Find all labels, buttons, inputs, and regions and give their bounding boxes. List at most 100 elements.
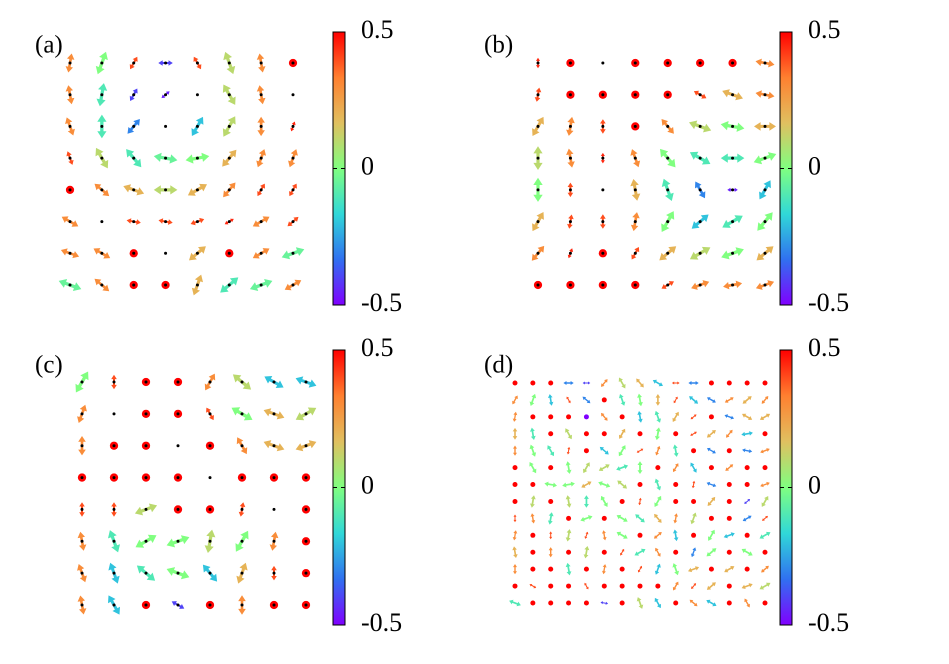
- empty-site: [601, 188, 605, 192]
- spin: [673, 600, 679, 606]
- spin: [529, 462, 537, 474]
- site-dot: [132, 61, 136, 65]
- site-dot: [291, 220, 295, 224]
- site-dot: [291, 156, 295, 160]
- site-dot: [208, 412, 212, 416]
- colorbar-tick-label: 0: [361, 470, 374, 499]
- site-dot: [291, 283, 295, 287]
- site-dot: [666, 220, 670, 224]
- spin: [726, 549, 732, 555]
- site-dot: [666, 188, 670, 192]
- empty-site: [164, 251, 168, 255]
- site-dot: [176, 539, 180, 543]
- site-dot: [227, 220, 231, 224]
- site-dot: [304, 412, 308, 416]
- spin: [548, 414, 554, 420]
- spin: [708, 414, 714, 420]
- site-dot: [195, 251, 199, 255]
- site-dot: [208, 603, 212, 607]
- spin: [616, 514, 628, 522]
- site-dot: [144, 476, 148, 480]
- spin: [565, 529, 572, 542]
- site-dot: [536, 93, 540, 97]
- site-dot: [144, 444, 148, 448]
- spin: [726, 380, 732, 386]
- spin: [742, 448, 753, 453]
- colorbar-tick-label: 0: [808, 151, 821, 180]
- spin: [726, 583, 732, 589]
- spin: [673, 482, 679, 488]
- spin: [583, 600, 589, 606]
- spin: [744, 499, 751, 504]
- spin: [619, 566, 625, 572]
- site-dot: [227, 93, 231, 97]
- site-dot: [80, 444, 84, 448]
- spin: [759, 582, 771, 590]
- spin: [726, 448, 732, 454]
- spin: [671, 381, 680, 385]
- site-dot: [144, 507, 148, 511]
- spin: [636, 448, 644, 453]
- site-dot: [259, 93, 263, 97]
- spin: [583, 414, 589, 420]
- site-dot: [195, 188, 199, 192]
- spin: [637, 565, 643, 573]
- spin: [744, 380, 750, 386]
- site-dot: [259, 220, 263, 224]
- spin: [708, 465, 714, 471]
- site-dot: [304, 476, 308, 480]
- spin: [742, 515, 752, 522]
- site-dot: [259, 251, 263, 255]
- spin: [584, 582, 589, 590]
- spin: [691, 583, 697, 589]
- spin: [724, 414, 735, 420]
- spin: [741, 548, 753, 556]
- site-dot: [208, 380, 212, 384]
- site-dot: [633, 61, 637, 65]
- site-dot: [144, 380, 148, 384]
- site-dot: [304, 444, 308, 448]
- site-dot: [272, 412, 276, 416]
- spin: [512, 583, 518, 589]
- site-dot: [195, 61, 199, 65]
- spin: [654, 513, 662, 523]
- spin: [726, 600, 732, 606]
- site-dot: [763, 188, 767, 192]
- site-dot: [68, 156, 72, 160]
- spin: [690, 512, 697, 525]
- site-dot: [68, 93, 72, 97]
- site-dot: [731, 251, 735, 255]
- spin: [654, 597, 661, 609]
- spin: [513, 514, 517, 523]
- site-dot: [568, 251, 572, 255]
- site-dot: [304, 571, 308, 575]
- site-dot: [164, 156, 168, 160]
- colorbar-tick-label: -0.5: [361, 608, 402, 637]
- site-dot: [132, 251, 136, 255]
- spin: [689, 396, 699, 404]
- site-dot: [132, 93, 136, 97]
- spin: [690, 414, 697, 420]
- spin: [548, 394, 554, 406]
- site-dot: [536, 124, 540, 128]
- spin: [530, 427, 536, 440]
- spin: [601, 397, 607, 403]
- spin: [584, 531, 589, 539]
- site-dot: [100, 156, 104, 160]
- site-dot: [227, 283, 231, 287]
- spin: [566, 583, 572, 589]
- spin: [637, 411, 643, 423]
- spin: [565, 562, 572, 576]
- site-dot: [291, 124, 295, 128]
- site-dot: [731, 124, 735, 128]
- spin: [547, 512, 554, 525]
- site-dot: [698, 124, 702, 128]
- site-dot: [208, 571, 212, 575]
- spin: [530, 380, 536, 386]
- site-dot: [633, 283, 637, 287]
- spin: [673, 498, 679, 504]
- site-dot: [763, 251, 767, 255]
- site-dot: [80, 412, 84, 416]
- site-dot: [112, 444, 116, 448]
